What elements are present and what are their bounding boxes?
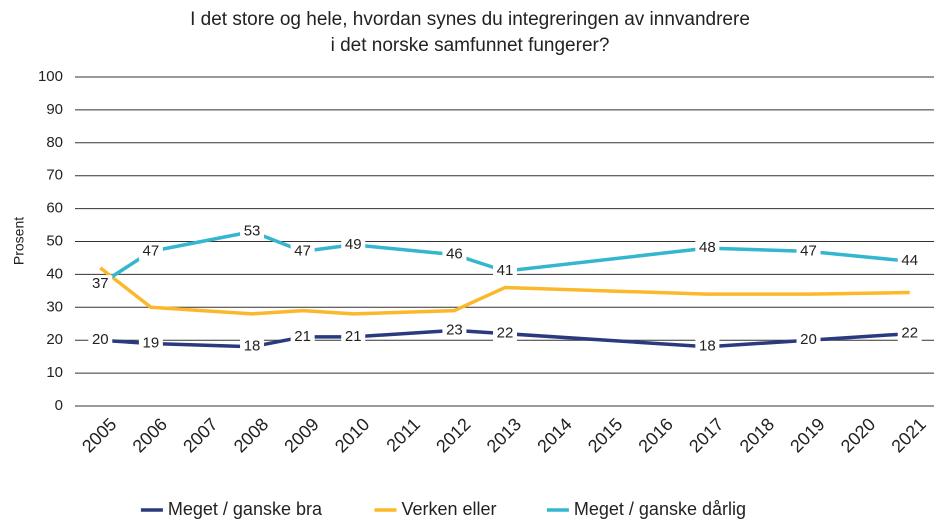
series-line	[100, 328, 910, 349]
data-label-bg	[341, 235, 366, 254]
y-tick-label: 50	[46, 232, 63, 249]
y-tick-label: 30	[46, 298, 63, 315]
data-label-bg	[240, 337, 265, 356]
x-tick-label: 2017	[685, 414, 727, 456]
data-label-bg	[290, 242, 315, 261]
data-label-bg	[442, 245, 467, 264]
data-label: 22	[901, 325, 918, 342]
data-label: 22	[497, 325, 514, 342]
x-tick-label: 2007	[179, 414, 221, 456]
data-label: 47	[143, 242, 160, 259]
data-label: 23	[446, 321, 463, 338]
y-tick-label: 80	[46, 134, 63, 151]
x-tick-label: 2013	[483, 414, 525, 456]
data-label-bg	[796, 242, 821, 261]
data-label-bg	[897, 324, 922, 343]
y-tick-label: 70	[46, 167, 63, 184]
data-label-bg	[341, 327, 366, 346]
legend-label: Verken eller	[402, 499, 497, 519]
data-label: 53	[244, 223, 261, 240]
legend-label: Meget / ganske bra	[168, 499, 323, 519]
x-tick-label: 2016	[634, 414, 676, 456]
x-tick-label: 2012	[432, 414, 474, 456]
y-tick-label: 0	[55, 397, 63, 414]
x-tick-label: 2021	[887, 414, 929, 456]
x-tick-label: 2019	[786, 414, 828, 456]
data-label-bg	[695, 337, 720, 356]
y-tick-label: 10	[46, 364, 63, 381]
data-label: 19	[143, 334, 160, 351]
y-tick-label: 90	[46, 101, 63, 118]
x-tick-label: 2005	[78, 414, 120, 456]
data-label-bg	[695, 239, 720, 258]
data-label: 49	[345, 236, 362, 253]
data-label: 44	[901, 252, 918, 269]
chart-title: I det store og hele, hvordan synes du in…	[190, 9, 750, 30]
x-tick-label: 2014	[533, 414, 575, 456]
data-label-bg	[240, 222, 265, 241]
data-label: 20	[92, 331, 109, 348]
x-tick-label: 2018	[736, 414, 778, 456]
legend-label: Meget / ganske dårlig	[574, 499, 746, 519]
series-line	[99, 229, 910, 286]
data-label: 18	[699, 338, 716, 355]
data-label: 47	[294, 242, 311, 259]
data-label-bg	[493, 262, 517, 281]
data-label-bg	[138, 334, 163, 353]
x-tick-label: 2020	[837, 414, 879, 456]
x-tick-label: 2009	[280, 414, 322, 456]
x-tick-label: 2010	[331, 414, 373, 456]
data-label-bg	[88, 331, 113, 350]
data-label: 37	[92, 275, 109, 292]
x-tick-label: 2008	[230, 414, 272, 456]
x-tick-label: 2011	[382, 414, 424, 456]
data-label: 47	[800, 242, 817, 259]
data-label: 20	[800, 331, 817, 348]
data-label-bg	[138, 242, 163, 261]
data-label: 41	[497, 262, 514, 279]
data-label: 18	[244, 338, 261, 355]
data-label: 46	[446, 246, 463, 263]
data-label-bg	[897, 252, 922, 271]
data-label-bg	[290, 327, 315, 346]
data-label-bg	[88, 275, 113, 294]
data-label: 21	[345, 328, 362, 345]
y-tick-label: 60	[46, 200, 63, 217]
series-line	[99, 266, 910, 316]
y-tick-label: 20	[46, 331, 63, 348]
data-label: 21	[294, 328, 311, 345]
data-label-bg	[493, 324, 517, 343]
y-tick-label: 40	[46, 265, 63, 282]
data-label-bg	[796, 331, 821, 350]
data-label-bg	[442, 321, 467, 340]
x-tick-label: 2015	[584, 414, 626, 456]
x-tick-label: 2006	[129, 414, 171, 456]
data-label: 48	[699, 239, 716, 256]
y-axis-label: Prosent	[11, 217, 27, 265]
chart-title: i det norske samfunnet fungerer?	[331, 35, 610, 56]
y-tick-label: 100	[38, 68, 63, 85]
